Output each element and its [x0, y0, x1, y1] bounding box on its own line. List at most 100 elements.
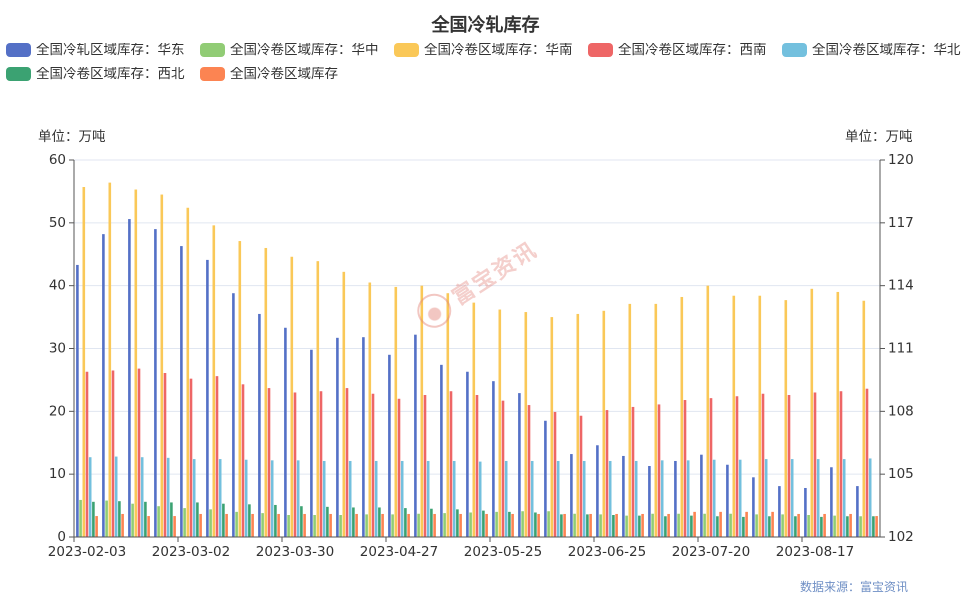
legend-item-xinan[interactable]: 全国冷卷区域库存：西南 — [588, 43, 772, 57]
legend-item-total[interactable]: 全国冷卷区域库存 — [200, 67, 384, 81]
bar-huabei-18 — [556, 460, 560, 537]
bar-huanan-15 — [472, 302, 476, 537]
bar-huabei-3 — [166, 457, 170, 537]
bar-xibei-20 — [612, 515, 615, 537]
bar-total-14 — [459, 513, 462, 537]
bar-huadong-17 — [518, 393, 521, 537]
bar-huabei-24 — [712, 459, 716, 537]
bar-huanan-13 — [420, 285, 424, 537]
legend-item-huanan[interactable]: 全国冷卷区域库存：华南 — [394, 43, 578, 57]
legend-label-xinan: 全国冷卷区域库存：西南 — [618, 43, 767, 57]
bar-huadong-18 — [544, 420, 547, 537]
bar-total-20 — [615, 513, 618, 537]
bar-xinan-29 — [839, 391, 843, 537]
bar-huanan-2 — [134, 189, 138, 537]
bar-xibei-5 — [222, 503, 225, 537]
bar-total-23 — [693, 511, 696, 537]
legend-item-huadong[interactable]: 全国冷轧区域库存：华东 — [6, 43, 190, 57]
bar-huabei-20 — [608, 460, 612, 537]
y-right-tick-label: 120 — [888, 152, 914, 168]
bar-total-1 — [121, 513, 124, 537]
bar-huazhong-18 — [547, 511, 550, 537]
bar-huadong-28 — [804, 487, 807, 537]
bar-total-2 — [147, 516, 150, 537]
bar-huanan-20 — [602, 310, 606, 537]
bar-huadong-27 — [778, 486, 781, 537]
y-left-axis: 0 10 20 30 40 50 60 — [49, 152, 74, 545]
bar-total-8 — [303, 513, 306, 537]
legend-swatch-huabei — [782, 43, 807, 57]
bar-huadong-8 — [284, 327, 287, 537]
bar-huabei-26 — [764, 459, 768, 537]
bar-huadong-19 — [570, 454, 573, 537]
bar-xinan-30 — [865, 388, 869, 537]
bar-huabei-23 — [686, 460, 690, 537]
bar-huanan-7 — [264, 247, 268, 537]
bar-xibei-11 — [378, 507, 381, 537]
bar-xibei-26 — [768, 516, 771, 537]
bar-huanan-12 — [394, 286, 398, 537]
x-tick-label: 2023-03-30 — [256, 544, 334, 560]
legend-item-huazhong[interactable]: 全国冷卷区域库存：华中 — [200, 43, 384, 57]
bar-huanan-8 — [290, 256, 294, 537]
bar-xinan-28 — [813, 392, 817, 537]
bar-total-6 — [251, 513, 254, 537]
bar-huanan-17 — [524, 312, 528, 537]
legend-item-huabei[interactable]: 全国冷卷区域库存：华北 — [782, 43, 966, 57]
x-axis: 2023-02-03 2023-03-02 2023-03-30 2023-04-27… — [48, 537, 854, 560]
bar-xibei-17 — [534, 512, 537, 537]
bar-total-26 — [771, 511, 774, 537]
bar-huabei-2 — [140, 457, 144, 537]
bar-xibei-18 — [560, 514, 563, 537]
bar-huanan-19 — [576, 313, 580, 537]
bar-huadong-4 — [180, 246, 183, 537]
bar-xinan-14 — [449, 391, 453, 537]
bar-total-30 — [875, 516, 878, 537]
y-left-tick-label: 0 — [57, 529, 66, 545]
bar-huabei-6 — [244, 459, 248, 537]
bar-huadong-26 — [752, 477, 755, 537]
y-left-tick-label: 10 — [49, 466, 66, 482]
x-tick-label: 2023-03-02 — [152, 544, 230, 560]
bar-xinan-27 — [787, 394, 791, 537]
bar-huazhong-4 — [183, 508, 186, 537]
legend-label-total: 全国冷卷区域库存 — [230, 67, 338, 81]
bar-xibei-2 — [144, 501, 147, 537]
bar-huanan-4 — [186, 207, 190, 537]
bar-huadong-3 — [154, 229, 157, 537]
bar-huabei-4 — [192, 459, 196, 537]
bar-xibei-25 — [742, 516, 745, 537]
bar-huabei-17 — [530, 460, 534, 537]
bar-huazhong-21 — [625, 515, 628, 537]
bar-total-16 — [511, 513, 514, 537]
bar-huadong-11 — [362, 337, 365, 537]
legend-item-xibei[interactable]: 全国冷卷区域库存：西北 — [6, 67, 190, 81]
bar-huabei-8 — [296, 460, 300, 537]
bar-total-11 — [381, 513, 384, 537]
bar-huazhong-12 — [391, 514, 394, 537]
bar-total-4 — [199, 513, 202, 537]
bar-huabei-9 — [322, 460, 326, 537]
bar-xibei-8 — [300, 506, 303, 537]
bar-huazhong-23 — [677, 513, 680, 537]
bar-huanan-11 — [368, 282, 372, 537]
bar-huazhong-20 — [599, 514, 602, 537]
bar-huazhong-26 — [755, 514, 758, 537]
bar-xibei-13 — [430, 508, 433, 537]
bar-xinan-8 — [293, 392, 297, 537]
bar-huadong-24 — [700, 454, 703, 537]
legend-swatch-total — [200, 67, 225, 81]
bar-xinan-13 — [423, 394, 427, 537]
bar-xinan-1 — [111, 370, 115, 537]
bar-huanan-5 — [212, 225, 216, 537]
bar-huazhong-14 — [443, 513, 446, 537]
bar-total-5 — [225, 513, 228, 537]
bar-huabei-16 — [504, 460, 508, 537]
bar-huazhong-24 — [703, 513, 706, 537]
bar-huadong-22 — [648, 465, 651, 537]
bar-total-9 — [329, 513, 332, 537]
bar-huabei-21 — [634, 460, 638, 537]
bar-huanan-10 — [342, 271, 346, 537]
bar-huabei-19 — [582, 460, 586, 537]
legend-label-huazhong: 全国冷卷区域库存：华中 — [230, 43, 379, 57]
